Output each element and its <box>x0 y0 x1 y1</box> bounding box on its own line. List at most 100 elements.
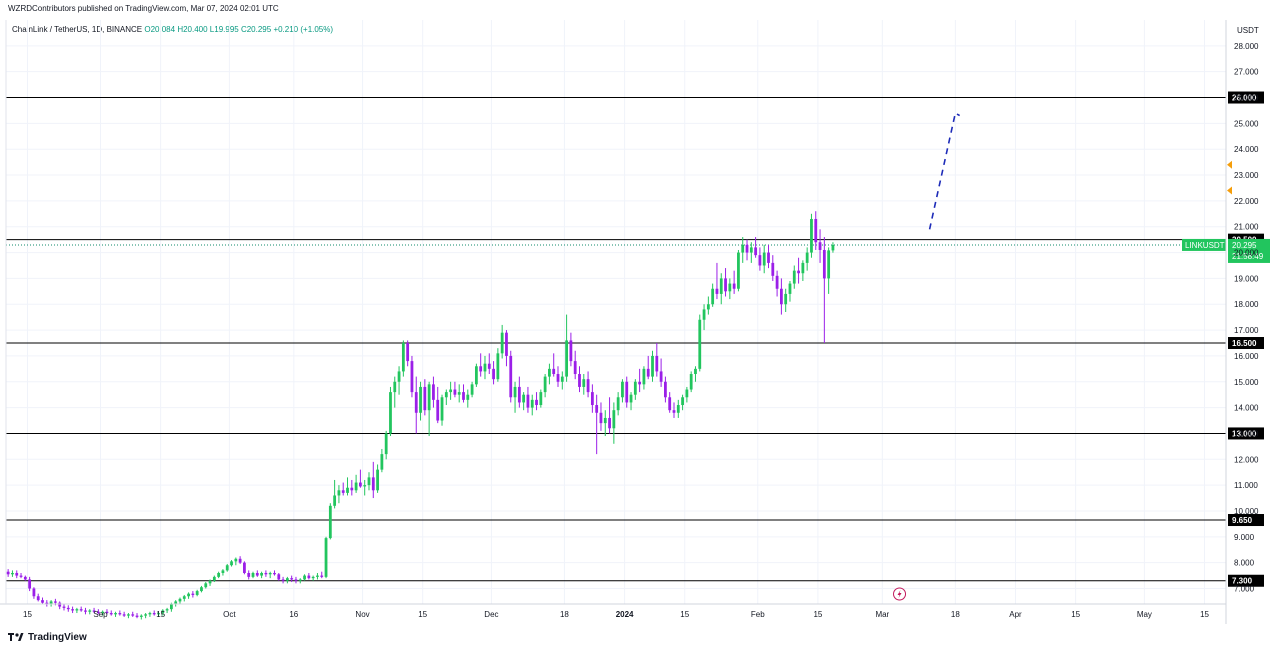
candle-body <box>92 610 96 612</box>
candle-body <box>655 355 659 372</box>
candle-body <box>487 363 491 369</box>
candle-body <box>629 394 633 403</box>
candle-body <box>359 482 362 487</box>
y-tick-label: 9.000 <box>1234 533 1255 542</box>
projection-path <box>928 111 961 230</box>
candle-body <box>346 487 349 493</box>
candle-body <box>23 576 27 580</box>
y-tick-label: 12.000 <box>1234 455 1259 464</box>
candle-body <box>122 614 126 616</box>
level-label: 13.000 <box>1232 429 1257 438</box>
x-tick-label: 18 <box>560 610 569 619</box>
chart-area[interactable]: 26.00020.50016.50013.0009.6507.300LINKUS… <box>0 20 1280 628</box>
price-scale-currency[interactable]: USDT <box>1237 26 1259 35</box>
candle-body <box>685 389 689 398</box>
candle-body <box>221 570 225 573</box>
candle-body <box>827 250 831 279</box>
candle-body <box>737 252 740 289</box>
candle-body <box>822 249 826 279</box>
candle-body <box>741 244 745 253</box>
candle-body <box>376 469 379 491</box>
candle-body <box>633 381 637 395</box>
candle-body <box>715 288 719 294</box>
candle-body <box>243 562 246 573</box>
candle-body <box>651 355 654 377</box>
candle-body <box>49 601 53 604</box>
candle-body <box>88 610 92 612</box>
y-tick-label: 27.000 <box>1234 68 1259 77</box>
candle-body <box>303 575 306 580</box>
candle-body <box>397 371 401 382</box>
candle-body <box>560 376 564 382</box>
candle-body <box>152 613 156 615</box>
candle-body <box>470 384 474 395</box>
candle-body <box>788 283 792 294</box>
level-label-bg <box>1228 427 1264 440</box>
publisher-line: WZRDContributors published on TradingVie… <box>8 4 279 13</box>
legend-symbol[interactable]: ChainLink / TetherUS, 1D, BINANCE <box>12 25 143 34</box>
candle-body <box>801 262 805 274</box>
x-tick-label: 18 <box>951 610 960 619</box>
candle-body <box>638 381 642 385</box>
candle-body <box>144 614 148 616</box>
ticker-tag: LINKUSDT <box>1185 241 1225 250</box>
candle-body <box>234 558 238 562</box>
ticker-tag-bg <box>1182 238 1226 251</box>
candle-body <box>530 399 534 408</box>
candle-body <box>148 613 152 615</box>
candle-body <box>414 392 418 413</box>
candle-body <box>552 368 556 375</box>
chart-grid <box>6 20 1226 604</box>
candle-body <box>393 381 397 393</box>
candle-body <box>264 572 268 575</box>
candle-body <box>779 288 783 305</box>
level-label-bg <box>1228 337 1264 350</box>
ohlc-legend: ChainLink / TetherUS, 1D, BINANCE O20.08… <box>12 25 333 34</box>
candlestick-chart[interactable]: 26.00020.50016.50013.0009.6507.300LINKUS… <box>0 20 1280 628</box>
y-tick-label: 18.000 <box>1234 300 1259 309</box>
x-tick-label: Dec <box>484 610 498 619</box>
candle-body <box>608 417 611 429</box>
x-tick-label: 2024 <box>616 610 634 619</box>
candle-body <box>204 583 208 588</box>
candle-body <box>260 572 263 576</box>
candle-body <box>732 283 736 289</box>
candle-body <box>238 558 242 563</box>
candle-body <box>62 606 66 608</box>
candle-body <box>505 332 508 356</box>
candle-body <box>749 247 753 253</box>
candle-body <box>96 611 100 614</box>
candle-body <box>466 394 470 400</box>
candle-body <box>449 389 453 393</box>
level-label: 7.300 <box>1232 577 1253 586</box>
horizontal-levels: 26.00020.50016.50013.0009.6507.300LINKUS… <box>6 91 1270 587</box>
y-tick-label: 7.000 <box>1234 584 1255 593</box>
candle-body <box>711 288 715 305</box>
candle-body <box>32 588 36 597</box>
candle-body <box>389 392 392 434</box>
y-tick-label: 28.000 <box>1234 42 1259 51</box>
candle-body <box>71 609 74 611</box>
alert-marker-icon <box>1227 160 1232 169</box>
candle-body <box>371 477 375 491</box>
candle-body <box>84 610 87 612</box>
candle-body <box>118 613 122 615</box>
y-tick-label: 13.000 <box>1234 429 1259 438</box>
candle-body <box>672 410 676 413</box>
candle-body <box>15 572 19 576</box>
candle-body <box>664 381 667 398</box>
tradingview-logo-icon <box>8 633 24 641</box>
candle-body <box>350 487 354 491</box>
candle-body <box>28 579 32 589</box>
candle-body <box>586 379 590 393</box>
tradingview-logo-text: TradingView <box>28 631 87 643</box>
level-label-bg <box>1228 514 1264 527</box>
candle-body <box>105 611 109 614</box>
x-tick-label: Sep <box>93 610 108 619</box>
level-label-bg <box>1228 574 1264 587</box>
candle-body <box>702 309 706 320</box>
candle-body <box>659 371 663 382</box>
candle-body <box>436 399 440 421</box>
x-tick-label: 15 <box>23 610 32 619</box>
candle-body <box>565 340 568 377</box>
